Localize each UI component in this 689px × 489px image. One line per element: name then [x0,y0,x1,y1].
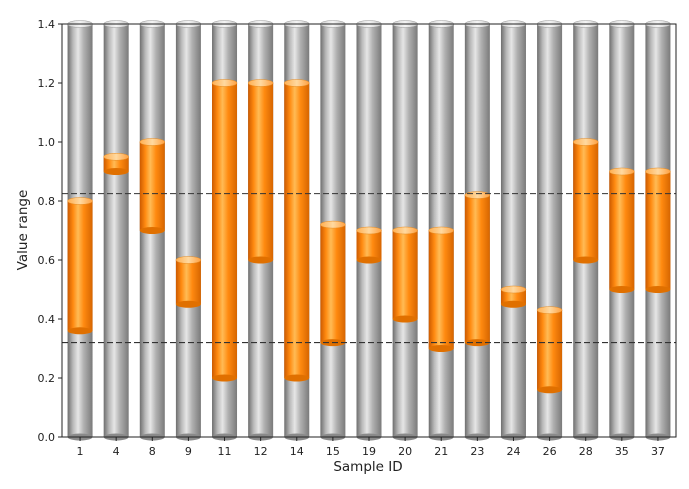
range-bar-12 [247,79,274,264]
cylinder-4 [103,20,129,441]
x-tick-label-19: 19 [362,445,376,458]
range-bar-24 [500,285,527,308]
y-tick-label-0.2: 0.2 [38,372,56,385]
range-bar-4 [103,153,129,175]
y-tick-label-1.0: 1.0 [38,136,56,149]
range-bar-8 [139,138,166,234]
x-tick-label-12: 12 [254,445,268,458]
cylinder-9 [175,20,202,441]
reference-lines-layer [62,193,676,344]
range-bar-11 [211,79,238,382]
x-tick-label-28: 28 [579,445,593,458]
x-tick-label-37: 37 [651,445,665,458]
x-tick-label-14: 14 [290,445,304,458]
range-bar-23 [464,191,491,347]
range-bar-9 [175,256,202,308]
range-bar-1 [67,197,93,335]
x-tick-label-9: 9 [185,445,192,458]
range-bar-14 [284,79,310,382]
y-tick-label-1.2: 1.2 [38,77,56,90]
axes-layer: 1 4 8 9 11 12 14 15 19 20 21 23 24 26 28 35 370.00.20.40… [38,18,677,458]
range-bar-21 [428,226,454,352]
cylinder-24 [500,20,527,441]
range-bar-28 [572,138,599,264]
x-tick-label-11: 11 [218,445,232,458]
y-tick-label-1.4: 1.4 [38,18,56,31]
x-tick-label-21: 21 [434,445,448,458]
x-tick-label-15: 15 [326,445,340,458]
y-tick-label-0.0: 0.0 [38,431,56,444]
plot-frame [61,23,677,438]
y-axis-title: Value range [15,190,31,271]
x-tick-label-35: 35 [615,445,629,458]
x-axis-title: Sample ID [333,459,402,475]
x-tick-label-20: 20 [398,445,412,458]
x-tick-label-26: 26 [543,445,557,458]
x-tick-label-1: 1 [77,445,84,458]
x-tick-label-24: 24 [506,445,520,458]
x-tick-label-23: 23 [470,445,484,458]
range-bar-20 [392,226,418,323]
bars-layer [67,20,671,441]
x-tick-label-4: 4 [113,445,120,458]
y-tick-label-0.6: 0.6 [38,254,56,267]
range-bar-19 [356,226,382,264]
x-tick-label-8: 8 [149,445,156,458]
y-tick-label-0.8: 0.8 [38,195,56,208]
range-bar-37 [645,167,671,293]
range-bar-26 [536,306,563,394]
range-bar-15 [320,220,346,347]
y-tick-label-0.4: 0.4 [38,313,56,326]
range-bar-35 [609,167,635,293]
